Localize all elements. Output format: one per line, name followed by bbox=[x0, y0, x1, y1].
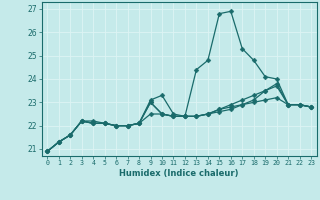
X-axis label: Humidex (Indice chaleur): Humidex (Indice chaleur) bbox=[119, 169, 239, 178]
